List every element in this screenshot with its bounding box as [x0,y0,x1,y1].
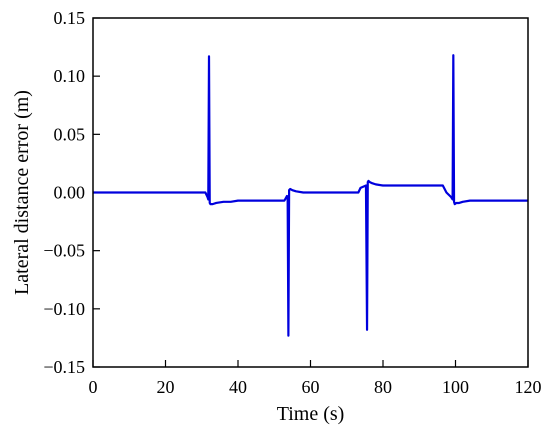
y-tick-label: −0.05 [43,241,85,261]
y-axis-label: Lateral distance error (m) [11,90,33,295]
series-line [93,54,528,337]
y-tick-labels: 0.15 0.10 0.05 0.00 −0.05 −0.10 −0.15 [43,8,85,377]
y-tick-label: −0.10 [43,299,85,319]
x-tick-label: 40 [229,377,247,397]
y-tick-label: 0.05 [54,124,86,144]
x-tick-label: 100 [442,377,469,397]
x-ticks [92,360,529,367]
y-tick-label: 0.00 [54,183,86,203]
y-tick-label: 0.10 [54,66,86,86]
x-tick-label: 60 [302,377,320,397]
x-axis-label: Time (s) [277,403,345,425]
x-tick-labels: 0 20 40 60 80 100 120 [89,377,542,397]
x-tick-label: 0 [89,377,98,397]
x-tick-label: 20 [157,377,175,397]
plot-frame [92,17,529,368]
x-tick-label: 120 [515,377,542,397]
x-tick-label: 80 [374,377,392,397]
y-tick-label: 0.15 [54,8,86,28]
y-tick-label: −0.15 [43,357,85,377]
